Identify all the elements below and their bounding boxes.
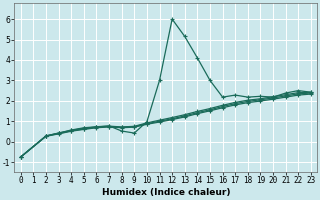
X-axis label: Humidex (Indice chaleur): Humidex (Indice chaleur) <box>101 188 230 197</box>
